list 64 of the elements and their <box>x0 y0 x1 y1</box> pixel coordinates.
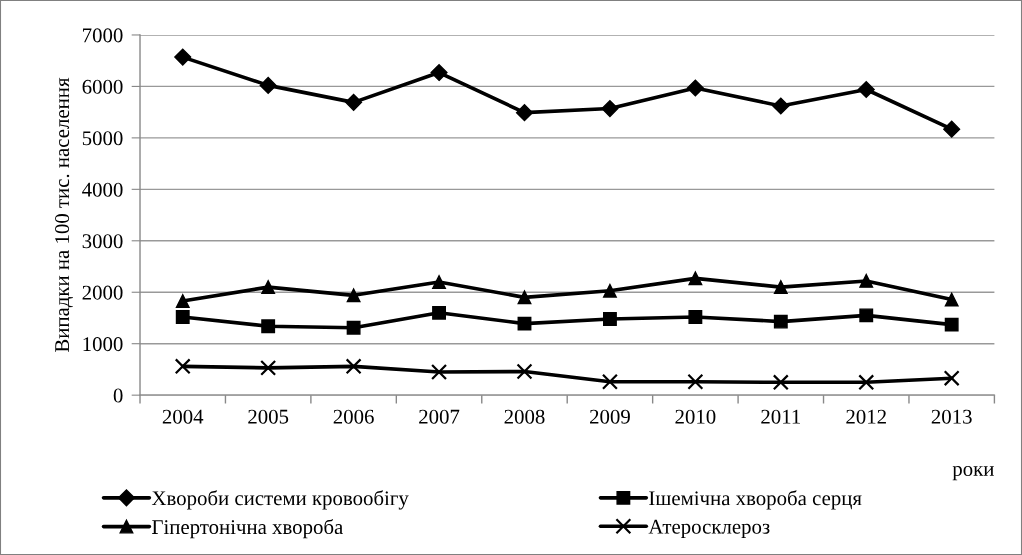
legend-label: Гіпертонічна хвороба <box>152 518 343 539</box>
point <box>432 305 446 320</box>
y-tick-label: 5000 <box>82 131 123 146</box>
x-axis-title: роки <box>952 465 994 481</box>
point <box>345 358 362 375</box>
point <box>345 93 363 111</box>
point <box>772 374 789 391</box>
point <box>687 373 704 390</box>
y-tick-label: 6000 <box>82 79 123 94</box>
point <box>175 310 190 324</box>
legend-label: Атеросклероз <box>648 519 770 538</box>
x-tick-label: 2010 <box>675 409 716 424</box>
point <box>260 359 277 376</box>
y-tick-label: 2000 <box>82 285 123 300</box>
point <box>516 363 533 380</box>
point <box>601 99 619 118</box>
x-tick-label: 2012 <box>846 409 886 424</box>
y-tick-label: 0 <box>113 388 123 403</box>
point <box>430 63 448 82</box>
point <box>259 76 277 94</box>
point <box>517 316 532 331</box>
y-tick-label: 7000 <box>83 28 123 43</box>
point <box>859 273 874 288</box>
point <box>944 317 959 332</box>
x-tick-label: 2005 <box>248 409 289 424</box>
point <box>773 280 788 295</box>
point <box>431 363 448 381</box>
point <box>602 283 617 298</box>
legend-label: Хвороби системи кровообігу <box>151 490 409 510</box>
point <box>517 290 532 305</box>
x-tick-label: 2008 <box>504 409 545 424</box>
point <box>515 104 534 122</box>
point <box>174 358 191 375</box>
point <box>346 320 361 335</box>
point <box>688 271 703 286</box>
x-tick-label: 2004 <box>162 409 204 424</box>
x-tick-label: 2011 <box>761 409 800 424</box>
point <box>857 80 875 99</box>
point <box>858 374 875 391</box>
point <box>601 373 618 390</box>
legend-label: Ішемічна хвороба серця <box>649 490 862 510</box>
point <box>772 97 790 115</box>
point <box>943 120 961 138</box>
y-tick-label: 3000 <box>82 234 123 249</box>
point <box>688 310 703 324</box>
x-tick-label: 2006 <box>333 409 374 424</box>
y-tick-label: 1000 <box>83 337 123 352</box>
point <box>174 48 192 66</box>
point <box>686 79 704 97</box>
point <box>261 280 276 295</box>
point <box>944 292 959 307</box>
x-tick-label: 2013 <box>931 409 972 424</box>
x-tick-label: 2007 <box>419 409 460 424</box>
point <box>602 312 617 326</box>
point <box>773 314 788 329</box>
x-tick-label: 2009 <box>590 409 630 424</box>
point <box>859 308 874 323</box>
y-tick-label: 4000 <box>82 182 123 197</box>
point <box>432 275 446 289</box>
point <box>943 370 960 387</box>
point <box>346 288 361 303</box>
y-axis-title: Випадки на 100 тис. населення <box>55 77 73 353</box>
point <box>261 319 276 334</box>
point <box>175 294 190 308</box>
